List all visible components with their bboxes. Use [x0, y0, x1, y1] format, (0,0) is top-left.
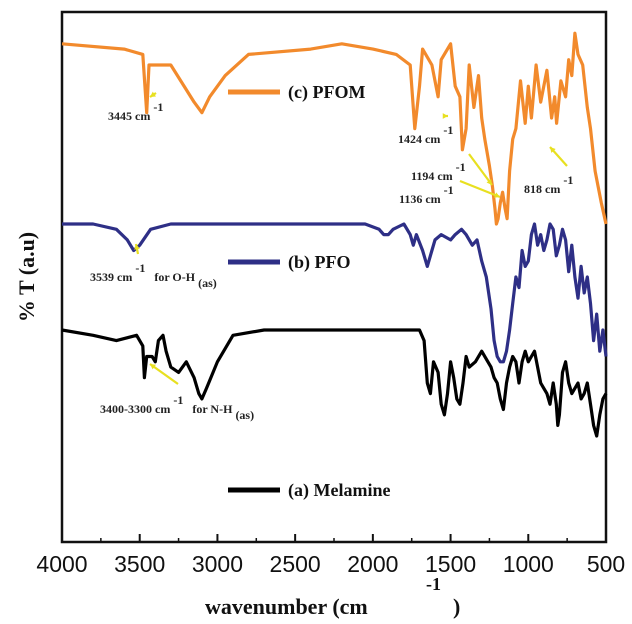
annotation-arrowhead — [134, 244, 140, 250]
x-tick-label: 4000 — [36, 551, 87, 577]
annotation-text: 1194 cm-1 — [411, 160, 466, 183]
annotation-value: 1136 cm — [399, 192, 441, 206]
legend-layer: (c) PFOM (b) PFO (a) Melamine — [228, 82, 390, 501]
series-line-0 — [61, 31, 608, 226]
x-tick-label: 3000 — [192, 551, 243, 577]
legend-label: (b) PFO — [288, 252, 351, 273]
series-line-1 — [62, 222, 608, 364]
annotation-sup: -1 — [444, 183, 454, 197]
annotation-arrowhead — [442, 113, 448, 119]
annotation-suffix: for O-H — [151, 270, 195, 284]
annotation-arrowhead — [486, 179, 492, 185]
x-tick-label: 3500 — [114, 551, 165, 577]
annotation-text: 1424 cm-1 — [398, 123, 453, 146]
annotation-text: 1136 cm-1 — [399, 183, 454, 206]
x-tick-label: 2000 — [347, 551, 398, 577]
annotation-text: 818 cm-1 — [524, 173, 573, 196]
annotation: 3400-3300 cm-1 for N-H (as) — [100, 363, 254, 422]
annotation: 1136 cm-1 — [399, 179, 501, 206]
annotation: 3445 cm-1 — [108, 91, 163, 123]
annotation-arrow — [149, 363, 179, 385]
annotation-sub: (as) — [235, 408, 254, 422]
annotation-sup: -1 — [153, 100, 163, 114]
annotation-value: 1424 cm — [398, 132, 440, 146]
annotation-arrowhead — [550, 147, 556, 153]
series-layer — [61, 31, 608, 438]
annotation-value: 3445 cm — [108, 109, 150, 123]
y-axis-title: % T (a.u) — [14, 232, 39, 322]
annotation-sub: (as) — [198, 276, 217, 290]
annotation-sup: -1 — [135, 261, 145, 275]
x-tick-label: 2500 — [270, 551, 321, 577]
annotation-value: 3539 cm — [90, 270, 132, 284]
annotation-sup: -1 — [443, 123, 453, 137]
x-axis-ticks: 4000 3500 3000 2500 2000 1500 1000 500 — [36, 534, 625, 577]
annotation: 818 cm-1 — [524, 146, 573, 196]
x-tick-label: 1000 — [503, 551, 554, 577]
annotation-sup: -1 — [456, 160, 466, 174]
annotation-arrowhead — [150, 91, 156, 97]
annotation-arrowhead — [494, 192, 500, 198]
annotation-text: 3539 cm-1 for O-H (as) — [90, 261, 217, 290]
legend-label: (a) Melamine — [288, 480, 390, 501]
annotation-arrow — [468, 153, 493, 186]
annotation-suffix: for N-H — [189, 402, 233, 416]
x-tick-label: 1500 — [425, 551, 476, 577]
annotation: 3539 cm-1 for O-H (as) — [90, 243, 217, 290]
x-axis-title-close: ) — [453, 594, 460, 619]
annotation-sup: -1 — [563, 173, 573, 187]
x-tick-label: 500 — [587, 551, 625, 577]
annotation-text: 3400-3300 cm-1 for N-H (as) — [100, 393, 254, 422]
annotation-value: 1194 cm — [411, 169, 453, 183]
series-line-2 — [61, 328, 608, 438]
x-axis-title: wavenumber (cm — [205, 594, 368, 619]
annotation: 1194 cm-1 — [411, 153, 493, 186]
x-axis-title-sup: -1 — [426, 574, 441, 594]
annotation-text: 3445 cm-1 — [108, 100, 163, 123]
annotation-arrowhead — [150, 364, 156, 370]
annotation-value: 818 cm — [524, 182, 560, 196]
annotation-arrow — [459, 179, 501, 199]
annotation-sup: -1 — [173, 393, 183, 407]
annotation-value: 3400-3300 cm — [100, 402, 170, 416]
legend-label: (c) PFOM — [288, 82, 365, 103]
annotation: 1424 cm-1 — [398, 113, 453, 146]
